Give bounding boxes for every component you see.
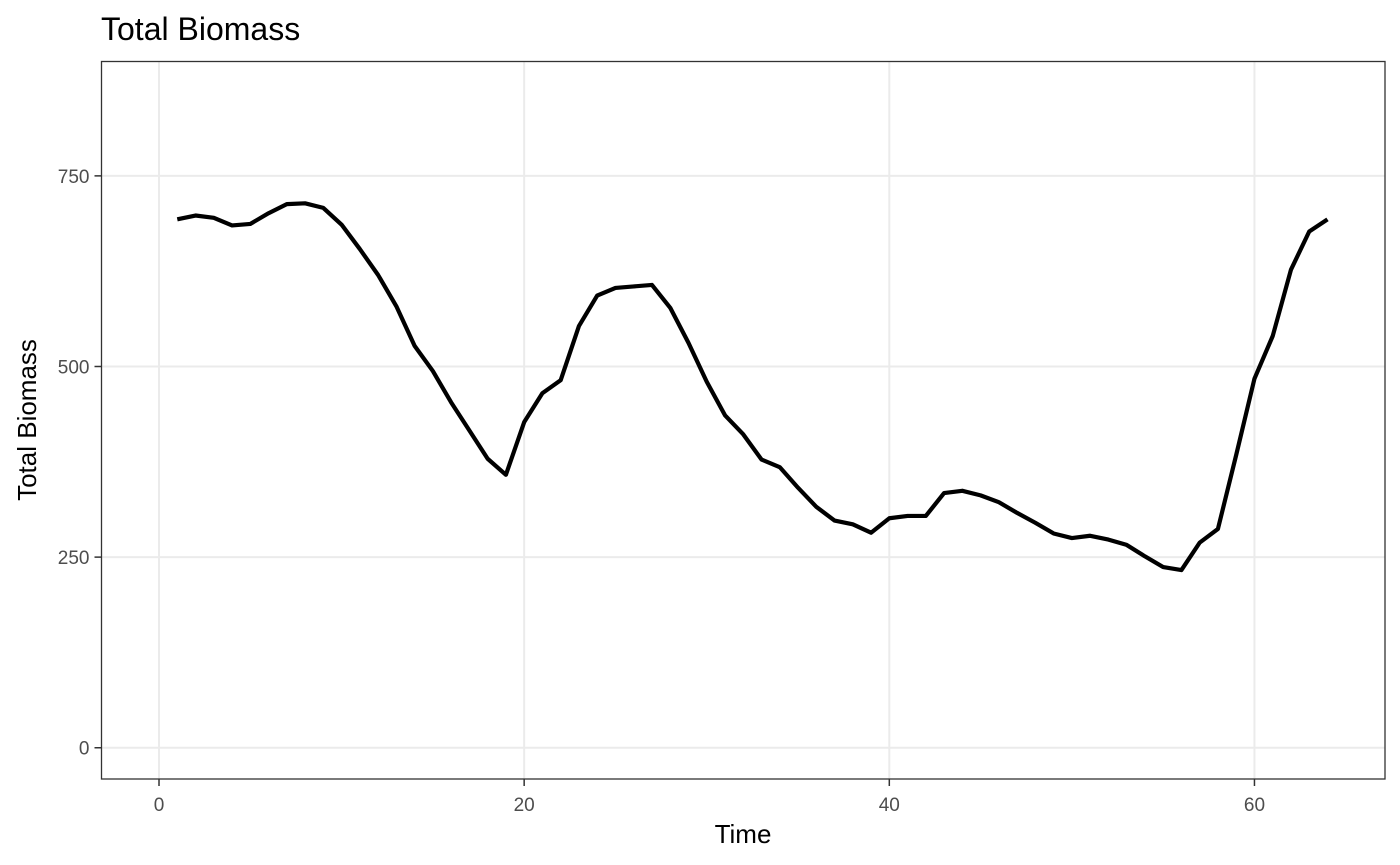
y-tick-label: 250 (58, 548, 90, 569)
x-tick-label: 0 (154, 795, 165, 816)
panel-border (100, 60, 1386, 780)
y-tick-label: 500 (58, 357, 90, 378)
y-tick-label: 750 (58, 167, 90, 188)
plot-area (176, 201, 1329, 573)
grid (101, 61, 1385, 779)
y-axis-title: Total Biomass (12, 339, 42, 501)
chart-title: Total Biomass (101, 11, 300, 47)
x-tick-label: 20 (514, 795, 535, 816)
series-line (176, 201, 1329, 573)
x-tick-label: 40 (879, 795, 900, 816)
x-axis-title: Time (715, 819, 772, 849)
axes: 0 20 40 60 0 250 500 750 (58, 167, 1265, 816)
x-tick-label: 60 (1244, 795, 1265, 816)
y-tick-label: 0 (79, 739, 90, 760)
